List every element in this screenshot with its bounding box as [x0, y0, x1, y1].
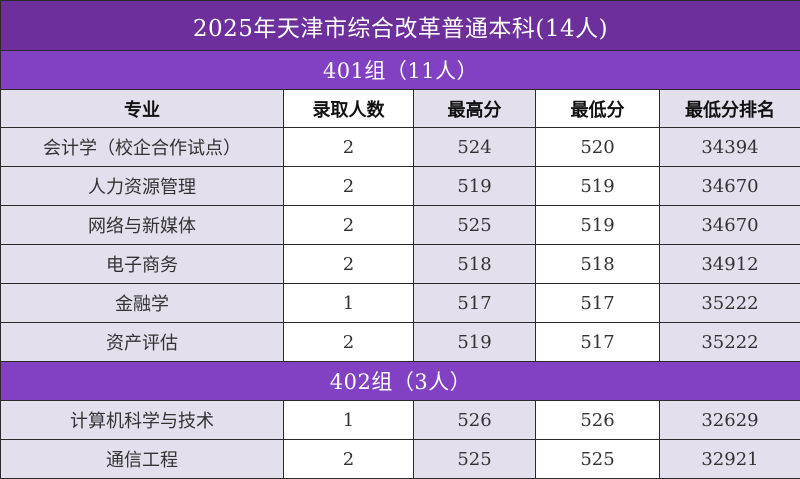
cell-max-score: 517 [414, 284, 536, 323]
cell-major: 资产评估 [1, 323, 284, 362]
cell-major: 金融学 [1, 284, 284, 323]
cell-min-rank: 34670 [660, 167, 800, 206]
cell-major: 电子商务 [1, 245, 284, 284]
cell-admitted: 2 [284, 206, 414, 245]
cell-admitted: 2 [284, 128, 414, 167]
cell-min-score: 517 [536, 323, 660, 362]
cell-max-score: 525 [414, 440, 536, 479]
col-header-max-score: 最高分 [414, 90, 536, 128]
group-row: 402组（3人） [1, 362, 800, 401]
cell-major: 人力资源管理 [1, 167, 284, 206]
cell-major: 计算机科学与技术 [1, 401, 284, 440]
cell-admitted: 1 [284, 284, 414, 323]
cell-min-score: 519 [536, 167, 660, 206]
cell-major: 会计学（校企合作试点） [1, 128, 284, 167]
cell-admitted: 2 [284, 323, 414, 362]
cell-max-score: 518 [414, 245, 536, 284]
cell-min-score: 526 [536, 401, 660, 440]
cell-min-rank: 35222 [660, 323, 800, 362]
cell-min-rank: 34394 [660, 128, 800, 167]
table-row: 网络与新媒体 2 525 519 34670 [1, 206, 800, 245]
group-row: 401组（11人） [1, 51, 800, 90]
cell-min-score: 525 [536, 440, 660, 479]
group-label: 401组（11人） [1, 51, 800, 90]
table-row: 会计学（校企合作试点） 2 524 520 34394 [1, 128, 800, 167]
cell-admitted: 2 [284, 167, 414, 206]
cell-major: 网络与新媒体 [1, 206, 284, 245]
cell-max-score: 526 [414, 401, 536, 440]
col-header-major: 专业 [1, 90, 284, 128]
cell-min-score: 520 [536, 128, 660, 167]
cell-min-rank: 32921 [660, 440, 800, 479]
cell-min-rank: 32629 [660, 401, 800, 440]
table-title: 2025年天津市综合改革普通本科(14人) [1, 1, 800, 51]
cell-max-score: 525 [414, 206, 536, 245]
table-row: 电子商务 2 518 518 34912 [1, 245, 800, 284]
table-row: 资产评估 2 519 517 35222 [1, 323, 800, 362]
table-row: 人力资源管理 2 519 519 34670 [1, 167, 800, 206]
table-row: 通信工程 2 525 525 32921 [1, 440, 800, 479]
col-header-min-score: 最低分 [536, 90, 660, 128]
cell-max-score: 519 [414, 167, 536, 206]
cell-admitted: 2 [284, 245, 414, 284]
cell-min-rank: 34670 [660, 206, 800, 245]
cell-min-score: 517 [536, 284, 660, 323]
table-row: 金融学 1 517 517 35222 [1, 284, 800, 323]
cell-min-rank: 35222 [660, 284, 800, 323]
cell-max-score: 524 [414, 128, 536, 167]
cell-major: 通信工程 [1, 440, 284, 479]
cell-min-rank: 34912 [660, 245, 800, 284]
title-row: 2025年天津市综合改革普通本科(14人) [1, 1, 800, 51]
col-header-admitted: 录取人数 [284, 90, 414, 128]
cell-min-score: 519 [536, 206, 660, 245]
header-row: 专业 录取人数 最高分 最低分 最低分排名 [1, 90, 800, 128]
cell-admitted: 1 [284, 401, 414, 440]
table-row: 计算机科学与技术 1 526 526 32629 [1, 401, 800, 440]
cell-admitted: 2 [284, 440, 414, 479]
col-header-min-rank: 最低分排名 [660, 90, 800, 128]
cell-max-score: 519 [414, 323, 536, 362]
cell-min-score: 518 [536, 245, 660, 284]
group-label: 402组（3人） [1, 362, 800, 401]
